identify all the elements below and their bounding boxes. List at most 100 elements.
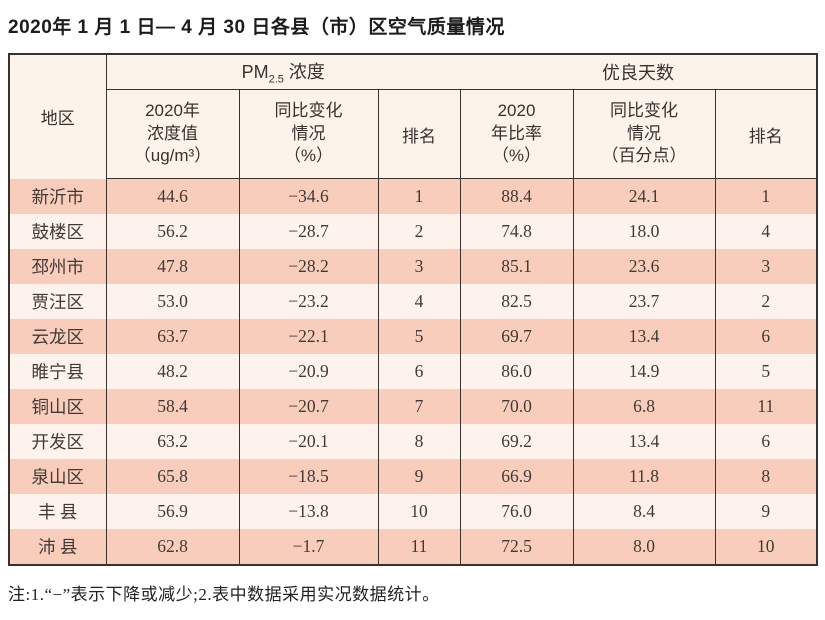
table-row: 睢宁县 48.2 −20.9 6 86.0 14.9 5 — [9, 354, 818, 389]
cell-region: 沛 县 — [9, 529, 106, 565]
table-row: 贾汪区 53.0 −23.2 4 82.5 23.7 2 — [9, 284, 818, 319]
footnote: 注:1.“−”表示下降或减少;2.表中数据采用实况数据统计。 — [8, 585, 440, 604]
cell-region: 云龙区 — [9, 319, 106, 354]
cell-ratio: 69.7 — [459, 319, 573, 354]
table-header: 地区 PM2.5 浓度 优良天数 2020年 浓度值 （ug/m³） 同比变化 … — [9, 54, 818, 179]
cell-ratio-change: 6.8 — [572, 389, 715, 424]
cell-ratio: 74.8 — [459, 214, 573, 249]
cell-ratio-change: 13.4 — [572, 424, 715, 459]
cell-region: 睢宁县 — [9, 354, 106, 389]
cell-pm-change: −20.9 — [238, 354, 378, 389]
cell-ratio: 86.0 — [459, 354, 573, 389]
header-pm-value: 2020年 浓度值 （ug/m³） — [106, 89, 239, 179]
cell-ratio: 72.5 — [459, 529, 573, 565]
header-pm-change: 同比变化 情况 （%） — [238, 89, 378, 179]
cell-pm-value: 48.2 — [105, 354, 239, 389]
cell-pm-value: 63.2 — [105, 424, 239, 459]
cell-region: 贾汪区 — [9, 284, 106, 319]
cell-region: 新沂市 — [9, 178, 106, 214]
cell-ratio-rank: 2 — [714, 284, 818, 319]
cell-pm-change: −28.2 — [238, 249, 378, 284]
header-ratio: 2020 年比率 （%） — [459, 89, 573, 179]
cell-pm-rank: 11 — [377, 529, 460, 565]
cell-pm-value: 44.6 — [105, 178, 239, 214]
cell-ratio: 69.2 — [459, 424, 573, 459]
cell-pm-rank: 3 — [377, 249, 460, 284]
cell-pm-change: −22.1 — [238, 319, 378, 354]
table-row: 云龙区 63.7 −22.1 5 69.7 13.4 6 — [9, 319, 818, 354]
cell-region: 鼓楼区 — [9, 214, 106, 249]
cell-pm-value: 47.8 — [105, 249, 239, 284]
header-pm-value-line2: 浓度值 — [147, 123, 198, 143]
cell-ratio-change: 11.8 — [572, 459, 715, 494]
cell-region: 丰 县 — [9, 494, 106, 529]
cell-pm-rank: 10 — [377, 494, 460, 529]
header-pm-change-line3: （%） — [283, 146, 334, 166]
header-group-pm25: PM2.5 浓度 — [106, 54, 460, 90]
table-row: 铜山区 58.4 −20.7 7 70.0 6.8 11 — [9, 389, 818, 424]
cell-ratio-rank: 8 — [714, 459, 818, 494]
cell-ratio-rank: 10 — [714, 529, 818, 565]
cell-ratio-change: 24.1 — [572, 178, 715, 214]
cell-ratio-rank: 11 — [714, 389, 818, 424]
pm25-label-suffix: 浓度 — [283, 62, 325, 83]
pm25-label-prefix: PM — [241, 62, 269, 83]
page-title: 2020年 1 月 1 日— 4 月 30 日各县（市）区空气质量情况 — [8, 17, 505, 38]
table-body: 新沂市 44.6 −34.6 1 88.4 24.1 1 鼓楼区 56.2 −2… — [9, 178, 818, 565]
cell-pm-change: −13.8 — [238, 494, 378, 529]
cell-pm-value: 62.8 — [105, 529, 239, 565]
cell-pm-rank: 9 — [377, 459, 460, 494]
cell-pm-change: −23.2 — [238, 284, 378, 319]
cell-pm-rank: 8 — [377, 424, 460, 459]
cell-ratio-rank: 6 — [714, 424, 818, 459]
cell-region: 泉山区 — [9, 459, 106, 494]
cell-ratio-rank: 6 — [714, 319, 818, 354]
cell-ratio-change: 8.0 — [572, 529, 715, 565]
cell-pm-value: 53.0 — [105, 284, 239, 319]
air-quality-table: 地区 PM2.5 浓度 优良天数 2020年 浓度值 （ug/m³） 同比变化 … — [8, 53, 819, 566]
cell-ratio-change: 8.4 — [572, 494, 715, 529]
cell-region: 开发区 — [9, 424, 106, 459]
header-pm-value-line1: 2020年 — [145, 100, 200, 120]
table-row: 新沂市 44.6 −34.6 1 88.4 24.1 1 — [9, 178, 818, 214]
cell-ratio-change: 23.7 — [572, 284, 715, 319]
cell-ratio-change: 13.4 — [572, 319, 715, 354]
cell-ratio: 66.9 — [459, 459, 573, 494]
cell-pm-rank: 5 — [377, 319, 460, 354]
header-region: 地区 — [9, 54, 107, 179]
cell-pm-rank: 1 — [377, 178, 460, 214]
cell-ratio-change: 23.6 — [572, 249, 715, 284]
cell-pm-change: −34.6 — [238, 178, 378, 214]
table-row: 丰 县 56.9 −13.8 10 76.0 8.4 9 — [9, 494, 818, 529]
table-row: 开发区 63.2 −20.1 8 69.2 13.4 6 — [9, 424, 818, 459]
cell-pm-change: −20.1 — [238, 424, 378, 459]
header-pm-rank: 排名 — [377, 89, 460, 179]
cell-ratio-rank: 9 — [714, 494, 818, 529]
cell-region: 邳州市 — [9, 249, 106, 284]
cell-pm-change: −28.7 — [238, 214, 378, 249]
header-pm-value-line3: （ug/m³） — [133, 146, 212, 166]
cell-pm-rank: 4 — [377, 284, 460, 319]
cell-pm-change: −1.7 — [238, 529, 378, 565]
table-row: 邳州市 47.8 −28.2 3 85.1 23.6 3 — [9, 249, 818, 284]
cell-ratio-change: 14.9 — [572, 354, 715, 389]
cell-ratio-rank: 4 — [714, 214, 818, 249]
cell-ratio: 70.0 — [459, 389, 573, 424]
cell-region: 铜山区 — [9, 389, 106, 424]
header-ratio-line3: （%） — [491, 146, 542, 166]
header-ratio-change-line3: （百分点） — [601, 146, 687, 166]
cell-pm-change: −18.5 — [238, 459, 378, 494]
cell-pm-value: 63.7 — [105, 319, 239, 354]
pm25-label-subscript: 2.5 — [268, 73, 284, 86]
header-ratio-change-line2: 情况 — [627, 123, 661, 143]
cell-ratio: 76.0 — [459, 494, 573, 529]
header-pm-change-line2: 情况 — [291, 123, 326, 143]
header-group-good-days: 优良天数 — [460, 54, 818, 90]
header-ratio-line1: 2020 — [497, 100, 536, 120]
cell-ratio: 88.4 — [459, 178, 573, 214]
header-ratio-change-line1: 同比变化 — [610, 100, 678, 120]
cell-pm-value: 56.2 — [105, 214, 239, 249]
header-ratio-rank: 排名 — [714, 89, 818, 179]
cell-pm-rank: 7 — [377, 389, 460, 424]
